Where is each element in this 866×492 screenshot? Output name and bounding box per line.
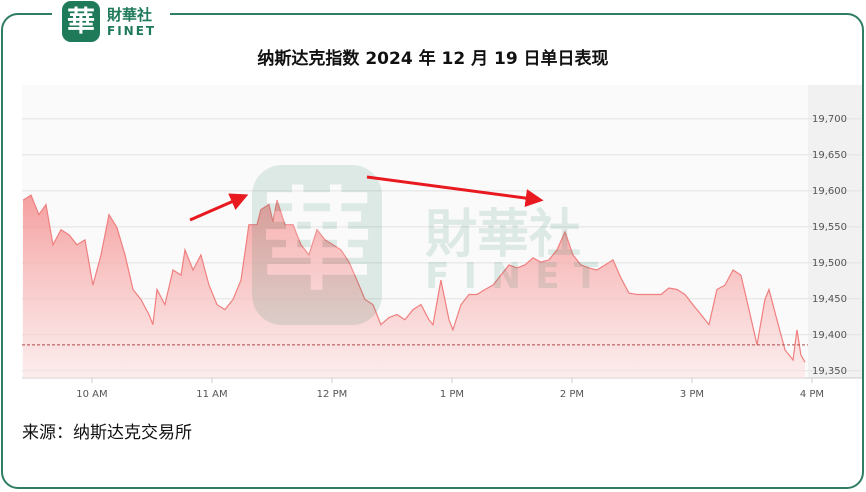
- y-tick-label: 19,550: [812, 222, 847, 233]
- logo-brand: FINET: [107, 24, 156, 38]
- watermark-brand: FINET: [425, 256, 612, 297]
- x-tick-label: 2 PM: [560, 389, 584, 400]
- x-tick-label: 1 PM: [440, 389, 464, 400]
- watermark-name: 財華社: [425, 205, 581, 265]
- x-tick-label: 12 PM: [317, 389, 348, 400]
- y-tick-label: 19,700: [812, 114, 847, 125]
- source: 来源：纳斯达克交易所: [22, 423, 192, 443]
- y-tick-label: 19,600: [812, 186, 847, 197]
- arrow: [366, 175, 544, 208]
- plot: [22, 194, 808, 378]
- watermark-badge: [252, 165, 382, 325]
- y-tick-label: 19,650: [812, 150, 847, 161]
- arrow: [189, 193, 249, 222]
- line: [22, 194, 806, 363]
- y-tick-label: 19,450: [812, 294, 847, 305]
- y-tick-label: 19,500: [812, 258, 847, 269]
- logo-badge: [62, 1, 100, 42]
- watermark: 華 財華社 FINET: [252, 165, 612, 325]
- area: [23, 195, 805, 378]
- logo-name: 財華社: [106, 6, 152, 24]
- axis-strip: [808, 85, 862, 378]
- x-tick-label: 10 AM: [76, 389, 107, 400]
- x-tick-label: 3 PM: [680, 389, 704, 400]
- y-tick-label: 19,400: [812, 330, 847, 341]
- x-tick-label: 4 PM: [800, 389, 824, 400]
- x-tick-label: 11 AM: [196, 389, 227, 400]
- chart-title: 纳斯达克指数 2024 年 12 月 19 日单日表现: [257, 48, 608, 69]
- watermark-glyph: 華: [262, 176, 372, 305]
- logo-glyph: 華: [67, 5, 95, 38]
- y-tick-label: 19,350: [812, 366, 847, 377]
